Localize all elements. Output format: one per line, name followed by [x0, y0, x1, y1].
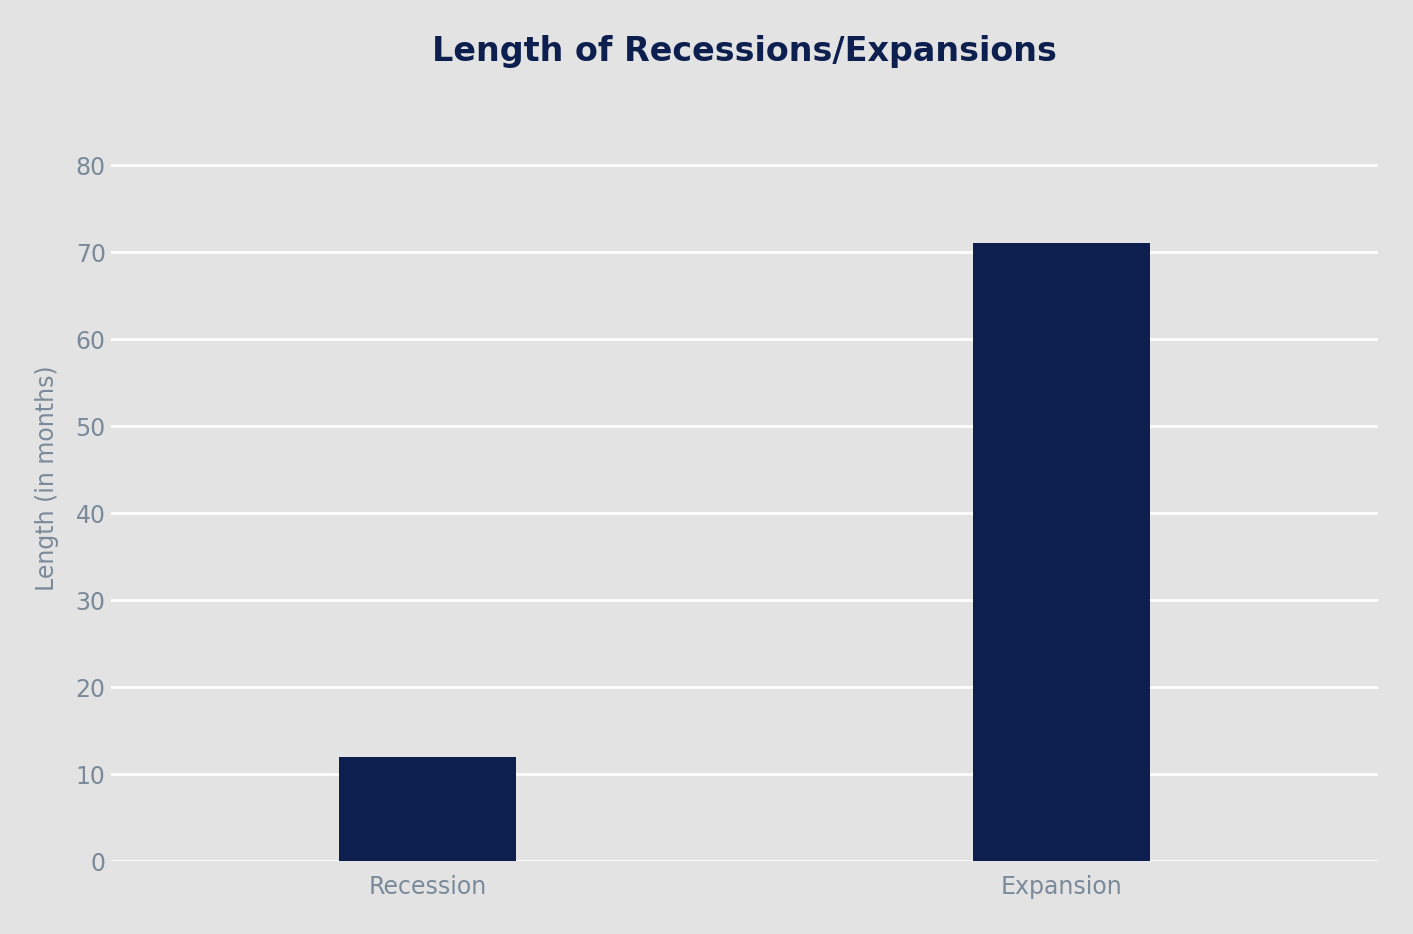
Title: Length of Recessions/Expansions: Length of Recessions/Expansions — [432, 35, 1057, 68]
Bar — [339, 757, 516, 861]
Y-axis label: Length (in months): Length (in months) — [35, 365, 59, 591]
Bar — [972, 244, 1150, 861]
